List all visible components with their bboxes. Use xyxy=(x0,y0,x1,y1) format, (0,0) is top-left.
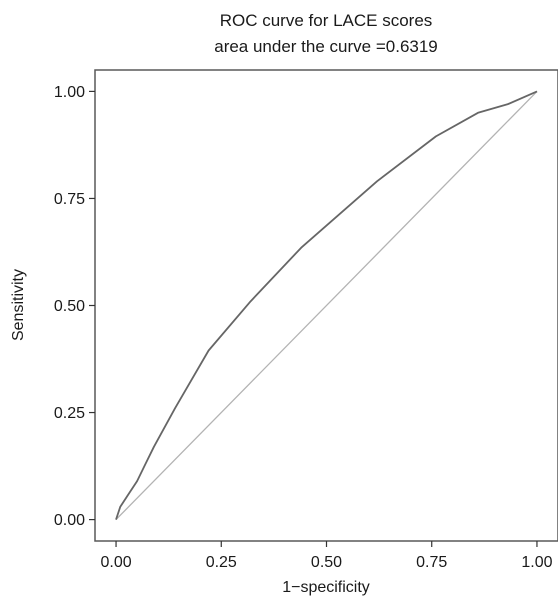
reference-diagonal-line xyxy=(115,90,538,521)
y-tick-label: 0.25 xyxy=(54,405,85,422)
y-tick-label: 1.00 xyxy=(54,84,85,101)
x-axis: 0.00 0.25 0.50 0.75 1.00 xyxy=(100,541,553,571)
x-tick-label: 1.00 xyxy=(521,554,552,571)
x-tick-label: 0.50 xyxy=(311,554,342,571)
x-axis-label: 1−specificity xyxy=(282,579,370,596)
chart-title: ROC curve for LACE scores xyxy=(220,11,433,30)
x-tick-label: 0.75 xyxy=(416,554,447,571)
roc-curve-line xyxy=(115,90,538,520)
y-tick-label: 0.00 xyxy=(54,512,85,529)
y-tick-label: 0.75 xyxy=(54,191,85,208)
y-axis-label: Sensitivity xyxy=(10,269,27,341)
x-tick-label: 0.00 xyxy=(100,554,131,571)
series-layer xyxy=(115,90,538,521)
chart-subtitle: area under the curve =0.6319 xyxy=(214,37,438,56)
y-tick-label: 0.50 xyxy=(54,298,85,315)
y-axis: 0.00 0.25 0.50 0.75 1.00 xyxy=(54,84,95,529)
x-tick-label: 0.25 xyxy=(206,554,237,571)
